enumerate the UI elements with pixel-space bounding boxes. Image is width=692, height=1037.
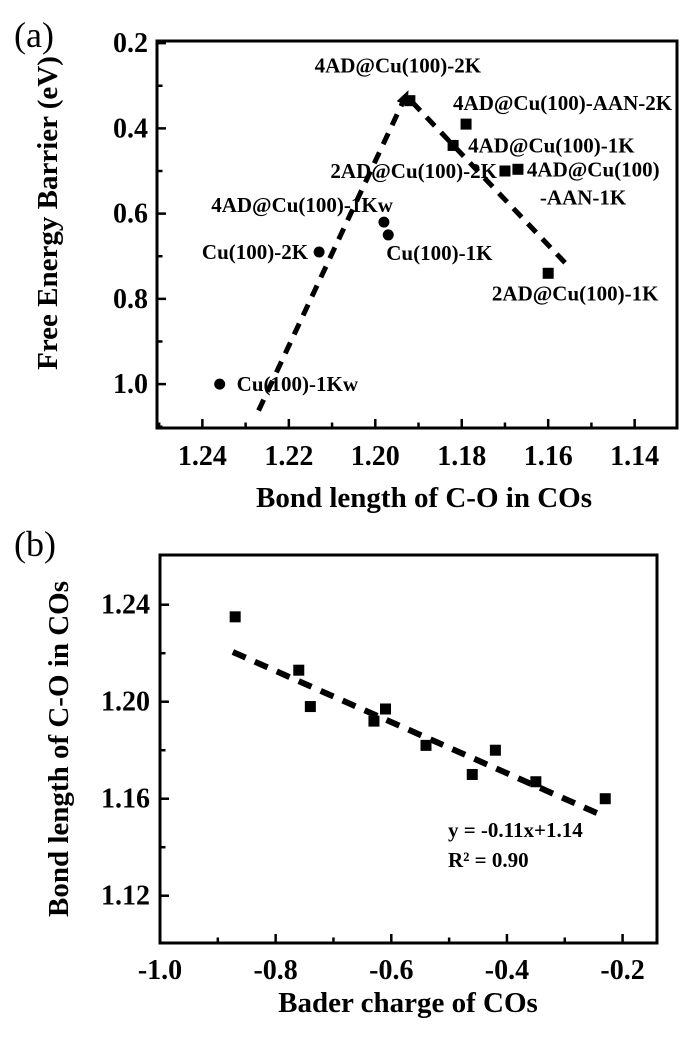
data-point-circle bbox=[313, 246, 325, 258]
data-point-circle bbox=[382, 229, 394, 241]
data-point-label: Cu(100)-1K bbox=[386, 241, 493, 265]
panel-a-free-energy-vs-bond-length-chart: (a) 1.24 1.22 1.20 1.18 1.16 1.14 0.2 0.4 0.6 0.8 1… bbox=[14, 15, 679, 514]
y-tick-label: 0.6 bbox=[113, 199, 148, 230]
data-point-square bbox=[599, 793, 611, 805]
data-point-square bbox=[499, 165, 511, 177]
y-tick-label: 1.16 bbox=[101, 784, 150, 815]
data-point-square bbox=[293, 664, 305, 676]
x-tick-label: 1.16 bbox=[524, 441, 573, 472]
data-point-label: Cu(100)-1Kw bbox=[237, 372, 359, 396]
data-point-label: Cu(100)-2K bbox=[202, 240, 309, 264]
x-tick-label: 1.20 bbox=[351, 441, 400, 472]
x-tick-label: -0.6 bbox=[369, 955, 413, 986]
data-point-square bbox=[460, 118, 472, 130]
data-point-square bbox=[304, 701, 316, 713]
data-point-label: 2AD@Cu(100)-2K bbox=[330, 159, 497, 183]
y-tick-label: 1.20 bbox=[101, 687, 150, 718]
y-tick-label: 0.8 bbox=[113, 284, 148, 315]
data-point-label: 4AD@Cu(100) bbox=[527, 157, 660, 181]
panel-b-bond-length-vs-bader-charge-chart: (b) -1.0 -0.8 -0.6 -0.4 -0.2 1.24 1.20 1.16 1.12 B… bbox=[14, 524, 659, 1019]
data-point-square bbox=[229, 611, 241, 623]
data-point-label: 4AD@Cu(100)-1Kw bbox=[211, 193, 394, 217]
data-point-square bbox=[466, 768, 478, 780]
x-tick-label: 1.24 bbox=[178, 441, 227, 472]
data-point-square bbox=[447, 139, 459, 151]
data-point-label: -AAN-1K bbox=[540, 185, 627, 209]
trend-dashed-line bbox=[231, 649, 605, 819]
x-tick-label: 1.14 bbox=[610, 441, 659, 472]
x-tick-label: 1.18 bbox=[437, 441, 486, 472]
fit-equation-text: R² = 0.90 bbox=[448, 848, 529, 872]
data-point-square bbox=[380, 703, 392, 715]
plot-frame bbox=[155, 39, 679, 430]
trend-dashed-line bbox=[256, 95, 408, 412]
x-tick-label: -0.8 bbox=[253, 955, 297, 986]
panel-letter: (a) bbox=[14, 15, 54, 55]
y-tick-label: 1.24 bbox=[101, 590, 150, 621]
x-tick-label: -1.0 bbox=[138, 955, 182, 986]
y-tick-label: 1.12 bbox=[101, 881, 150, 912]
data-point-circle bbox=[378, 216, 390, 228]
y-axis-title: Bond length of C-O in COs bbox=[43, 581, 75, 917]
x-tick-label: -0.4 bbox=[485, 955, 529, 986]
data-point-label: 2AD@Cu(100)-1K bbox=[492, 281, 659, 305]
y-tick-label: 0.2 bbox=[113, 28, 148, 59]
x-axis-title: Bond length of C-O in COs bbox=[256, 482, 592, 514]
trend-dashed-line bbox=[410, 100, 572, 270]
data-point-square bbox=[542, 267, 554, 279]
y-tick-label: 1.0 bbox=[113, 369, 148, 400]
y-axis-title: Free Energy Barrier (eV) bbox=[32, 56, 64, 370]
data-point-square bbox=[420, 739, 432, 751]
x-axis-title: Bader charge of COs bbox=[278, 987, 538, 1019]
data-point-label: 4AD@Cu(100)-1K bbox=[468, 133, 635, 157]
panel-letter: (b) bbox=[14, 524, 56, 564]
data-point-square bbox=[368, 715, 380, 727]
data-point-square bbox=[530, 776, 542, 788]
data-point-label: 4AD@Cu(100)-AAN-2K bbox=[453, 91, 673, 115]
y-tick-label: 0.4 bbox=[113, 113, 148, 144]
data-point-label: 4AD@Cu(100)-2K bbox=[315, 54, 482, 78]
data-point-circle bbox=[214, 378, 226, 390]
fit-equation-text: y = -0.11x+1.14 bbox=[448, 818, 583, 842]
x-tick-label: -0.2 bbox=[600, 955, 644, 986]
data-point-square bbox=[512, 163, 524, 175]
x-tick-label: 1.22 bbox=[264, 441, 313, 472]
data-point-square bbox=[404, 95, 416, 107]
data-point-square bbox=[489, 744, 501, 756]
